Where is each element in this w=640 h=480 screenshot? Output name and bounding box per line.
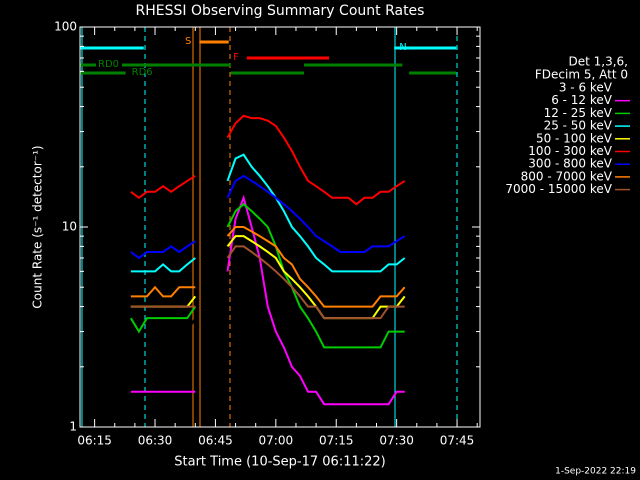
legend-title: Det 1,3,6,: [569, 55, 629, 69]
legend-label: 800 - 7000 keV: [521, 169, 613, 183]
series-line: [226, 226, 406, 308]
legend-label: 7000 - 15000 keV: [505, 182, 612, 196]
legend-label: 25 - 50 keV: [544, 119, 613, 133]
legend-label: 50 - 100 keV: [536, 131, 613, 145]
y-tick-label: 10: [62, 220, 77, 234]
series-line: [226, 174, 406, 253]
legend-label: 3 - 6 keV: [559, 81, 613, 95]
chart-title: RHESSI Observing Summary Count Rates: [136, 3, 425, 19]
series-line: [130, 240, 196, 260]
legend-label: 100 - 300 keV: [528, 144, 612, 158]
series-line: [130, 285, 196, 298]
series-line: [130, 306, 197, 334]
x-tick-label: 06:15: [77, 434, 112, 448]
series-line: [130, 257, 196, 273]
series-line: [226, 114, 406, 206]
vertical-markers: [81, 27, 458, 427]
series-line: [226, 153, 406, 273]
flag-label: RD0: [98, 59, 119, 70]
x-tick-label: 07:30: [379, 434, 414, 448]
y-axis-label: Count Rate (s⁻¹ detector⁻¹): [31, 145, 45, 308]
y-tick-label: 100: [54, 20, 77, 34]
flag-label: RD6: [132, 67, 153, 78]
x-axis-label: Start Time (10-Sep-17 06:11:22): [174, 455, 385, 470]
legend-label: 12 - 25 keV: [544, 106, 613, 120]
flag-label: F: [233, 52, 239, 63]
flag-label: N: [399, 42, 406, 53]
series-line: [130, 175, 196, 200]
series-line: [226, 194, 405, 406]
series-line: [226, 202, 405, 349]
series-line: [226, 245, 405, 320]
legend-title: FDecim 5, Att 0: [535, 68, 628, 82]
footer: 1-Sep-2022 22:19: [555, 467, 636, 477]
x-tick-label: 06:30: [138, 434, 173, 448]
x-tick-label: 06:45: [198, 434, 233, 448]
flag-label: S: [185, 36, 191, 47]
legend-label: 300 - 800 keV: [528, 157, 612, 171]
legend-label: 6 - 12 keV: [551, 93, 613, 107]
x-tick-label: 07:15: [319, 434, 354, 448]
flag-label-bg: [96, 59, 122, 70]
y-tick-label: 1: [69, 420, 77, 434]
x-tick-label: 07:45: [440, 434, 475, 448]
series-line: [130, 317, 197, 333]
x-tick-label: 07:00: [259, 434, 294, 448]
